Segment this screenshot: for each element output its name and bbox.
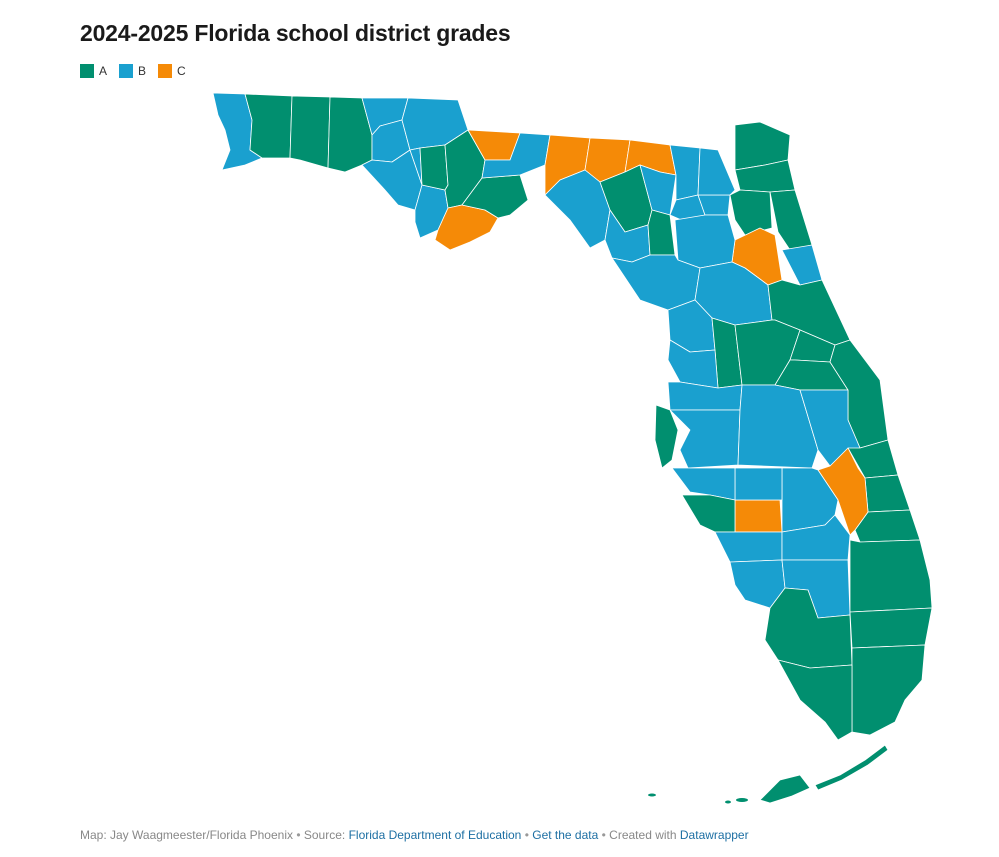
county-miami-dade[interactable]	[851, 644, 926, 736]
county-gilchrist[interactable]	[647, 209, 676, 256]
legend-label-b: B	[138, 64, 147, 78]
get-data-link[interactable]: Get the data	[532, 828, 599, 842]
source-link[interactable]: Florida Department of Education	[348, 828, 522, 842]
source-prefix: Source:	[303, 828, 346, 842]
county-suwannee[interactable]	[639, 164, 677, 216]
legend-item-c: C	[158, 64, 186, 78]
legend-item-a: A	[80, 64, 107, 78]
key-island-small-2	[725, 800, 731, 804]
county-broward[interactable]	[849, 607, 933, 649]
county-clay-north[interactable]	[697, 147, 736, 196]
county-collier[interactable]	[764, 587, 853, 669]
legend-label-a: A	[99, 64, 108, 78]
county-desoto[interactable]	[734, 467, 783, 501]
county-monroe-keys[interactable]	[759, 774, 811, 804]
datawrapper-link[interactable]: Datawrapper	[679, 828, 749, 842]
county-st-lucie[interactable]	[864, 474, 911, 513]
county-keys-chain[interactable]	[814, 744, 889, 791]
legend-swatch-c	[158, 64, 173, 78]
county-monroe[interactable]	[777, 659, 853, 741]
county-pasco[interactable]	[667, 381, 743, 411]
county-wakulla[interactable]	[461, 174, 529, 219]
credit: Map: Jay Waagmeester/Florida Phoenix	[80, 828, 293, 842]
chart-title: 2024-2025 Florida school district grades	[80, 20, 511, 46]
county-hardee[interactable]	[734, 499, 783, 533]
separator-1: •	[296, 828, 301, 842]
county-levy[interactable]	[611, 254, 701, 311]
county-liberty[interactable]	[419, 144, 449, 191]
legend-swatch-b	[119, 64, 134, 78]
county-indian-river[interactable]	[847, 439, 899, 479]
legend-item-b: B	[119, 64, 146, 78]
footer: Map: Jay Waagmeester/Florida Phoenix • S…	[80, 828, 749, 842]
county-okaloosa[interactable]	[289, 95, 331, 169]
legend: A B C	[80, 64, 198, 78]
key-island	[736, 798, 748, 802]
county-santa-rosa[interactable]	[244, 93, 293, 159]
county-hillsborough[interactable]	[669, 409, 741, 469]
county-sarasota[interactable]	[681, 494, 736, 533]
legend-swatch-a	[80, 64, 94, 78]
county-clay[interactable]	[729, 189, 773, 236]
county-charlotte[interactable]	[714, 531, 783, 563]
county-flagler[interactable]	[781, 244, 823, 286]
created-prefix: Created with	[609, 828, 677, 842]
key-island-small	[648, 793, 656, 797]
legend-label-c: C	[177, 64, 186, 78]
county-alachua[interactable]	[674, 214, 736, 269]
separator-2: •	[524, 828, 529, 842]
county-palm-beach[interactable]	[849, 539, 933, 613]
separator-3: •	[601, 828, 606, 842]
county-okeechobee[interactable]	[817, 447, 869, 536]
